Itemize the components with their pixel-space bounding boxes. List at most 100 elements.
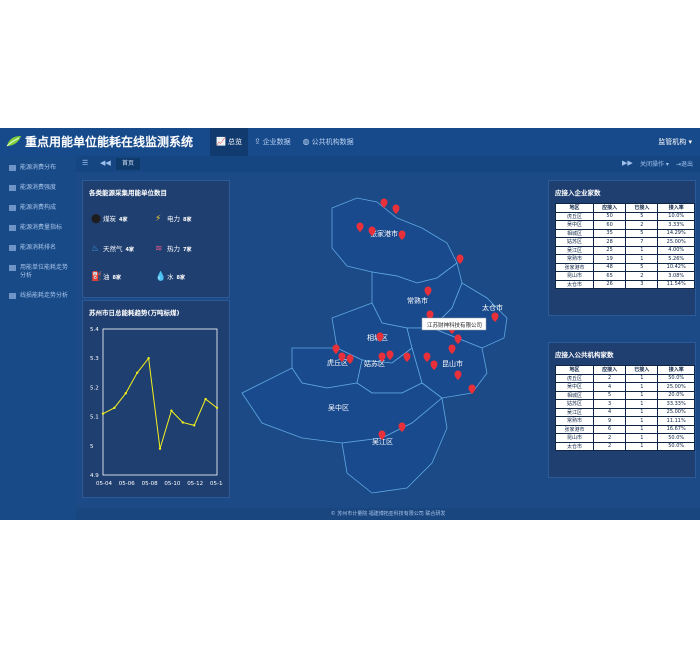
data-point[interactable] [124,392,127,395]
caret-down-icon: ▾ [688,138,692,146]
map-pin-icon[interactable] [378,352,386,363]
sidebar-item-consumption-structure[interactable]: 能源消费构成 [0,198,76,218]
map-pin-icon[interactable] [468,384,476,395]
map-label-zhangjiagang: 张家港市 [370,229,398,238]
table-cell: 11.11% [657,416,695,426]
table-cell: 1 [625,407,659,417]
sidebar-item-line-loss-trend[interactable]: 线损能耗走势分析 [0,286,76,306]
map-pin-icon[interactable] [454,334,462,345]
table-cell: 吴中区 [555,220,594,230]
map-region-wuzhong [241,367,443,444]
grid-icon [9,225,16,231]
map-pin-icon[interactable] [448,344,456,355]
lightning-icon: ⚡ [155,214,162,224]
map-pin-icon[interactable] [332,344,340,355]
table-cell: 25.00% [657,407,695,417]
map-pin-icon[interactable] [430,360,438,371]
y-tick-label: 5.1 [90,415,99,421]
map-pin-icon[interactable] [423,352,431,363]
map-pin-icon[interactable] [454,370,462,381]
tab-home[interactable]: 首页 [116,158,141,170]
sidebar-item-consumption-indicator[interactable]: 能源消费量指标 [0,218,76,238]
map-pin-icon[interactable] [356,222,364,233]
map-pin-icon[interactable] [392,204,400,215]
sidebar-item-consumption-ranking[interactable]: 能源消耗排名 [0,238,76,258]
table-cell: 33.33% [657,399,695,409]
tab-toolbar: ☰ ◀◀ 首页 ▶▶ 关闭操作 ▾ ⇥退出 [76,156,700,172]
data-point[interactable] [158,447,162,450]
table-cell: 35 [592,228,627,238]
map-pin-icon[interactable] [380,198,388,209]
nav-enterprise-data[interactable]: ⇪ 企业数据 [248,128,297,156]
sidebar-item-consumption-distribution[interactable]: 能源消费分布 [0,158,76,178]
energy-source-panel: 各类能源采集用能单位数目 ⬤ 煤炭 4家 ⚡ 电力 8家 ♨ 天然气 4家 ≋ 热力 7家 ⛽油… [82,180,230,298]
table-cell: 1 [625,390,659,400]
enterprise-table-title: 应接入企业家数 [555,189,601,197]
energy-name: 电力 [167,215,180,223]
sidebar-item-consumption-intensity[interactable]: 能源消费强度 [0,178,76,198]
data-point[interactable] [113,406,116,410]
table-cell: 1 [625,254,659,264]
table-row: 张家港市 48 5 10.42% [555,262,695,272]
map-pin-icon[interactable] [338,352,346,363]
map-pin-icon[interactable] [456,254,464,265]
x-tick-label: 05-06 [119,481,135,487]
map-label-huqiu: 虎丘区 [327,358,348,367]
map-pin-icon[interactable] [386,350,394,361]
data-point[interactable] [215,406,219,410]
map-pin-icon[interactable] [424,286,432,297]
x-tick-label: 05-14 [210,481,223,487]
map-pin-icon[interactable] [403,352,411,363]
data-point[interactable] [101,412,105,415]
x-tick-label: 05-12 [187,481,203,487]
table-row: 姑苏区 28 7 25.00% [555,237,695,247]
tab-next-icon[interactable]: ▶▶ [622,159,633,167]
table-cell: 7 [625,237,659,247]
data-point[interactable] [193,424,196,427]
data-point[interactable] [170,409,173,412]
sidebar-item-label: 能源消费量指标 [20,224,63,231]
sidebar-item-unit-trend[interactable]: 用能单位能耗走势分析 [0,258,76,286]
table-row: 昆山市 65 2 3.08% [555,271,695,281]
x-tick-label: 05-04 [96,481,112,487]
data-point[interactable] [147,357,150,360]
leaf-logo-icon [6,136,21,147]
gas-icon: ♨ [91,244,100,254]
table-cell: 5 [625,211,659,221]
table-cell: 1 [625,416,659,426]
data-point[interactable] [136,371,139,374]
table-cell: 50.0% [657,441,695,451]
nav-label: 总览 [227,138,242,146]
user-menu[interactable]: 监管机构 ▾ [658,137,692,147]
table-row: 吴江区 25 1 4.00% [555,245,695,255]
nav-public-data[interactable]: ◍ 公共机构数据 [297,128,360,156]
tab-prev-icon[interactable]: ◀◀ [100,159,111,167]
table-cell: 1 [625,399,659,409]
map-pin-icon[interactable] [346,354,354,365]
table-cell: 6 [592,424,627,434]
map-pin-icon[interactable] [398,422,406,433]
map-pin-icon[interactable] [368,226,376,237]
data-point[interactable] [204,397,207,401]
table-row: 吴江区 4 1 25.00% [555,407,695,417]
map-pin-icon[interactable] [426,310,434,321]
map-pin-icon[interactable] [378,430,386,440]
table-cell: 姑苏区 [555,399,594,409]
menu-toggle-icon[interactable]: ☰ [82,159,89,167]
nav-overview[interactable]: 📈 总览 [210,128,248,156]
y-tick-label: 5.4 [90,327,99,333]
energy-count: 8家 [176,275,185,281]
logout-button[interactable]: ⇥退出 [676,159,693,168]
map-label-gusu: 姑苏区 [364,359,385,368]
table-cell: 4.00% [657,245,695,255]
data-point[interactable] [181,421,184,424]
map-pin-icon[interactable] [398,230,406,241]
energy-item-coal: ⬤ 煤炭 4家 [91,213,127,224]
column-header: 接入率 [657,365,695,375]
close-ops-menu[interactable]: 关闭操作 ▾ [640,161,669,168]
energy-item-heat: ≋ 热力 7家 [155,243,191,254]
app-title: 重点用能单位能耗在线监测系统 [25,135,194,149]
map-pin-icon[interactable] [491,312,499,323]
table-row: 常熟市 9 1 11.11% [555,416,695,426]
map-pin-icon[interactable] [376,332,384,343]
